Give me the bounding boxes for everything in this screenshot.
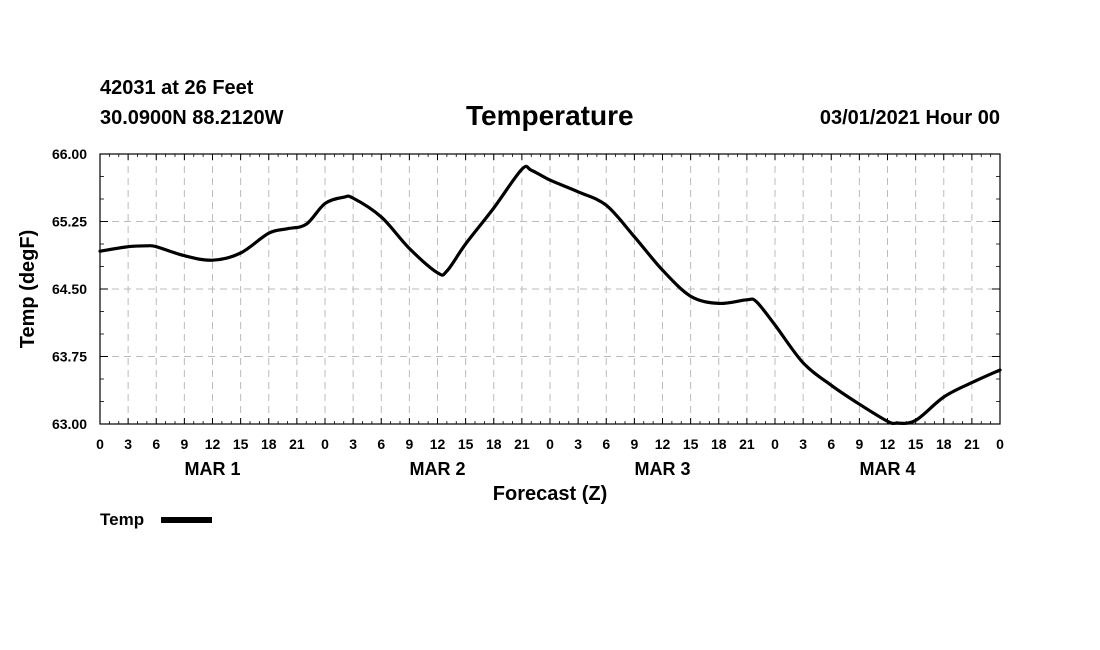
x-tick-label: 6: [602, 436, 610, 452]
y-tick-label: 65.25: [52, 214, 87, 230]
x-tick-label: 3: [124, 436, 132, 452]
y-tick-label: 63.75: [52, 349, 87, 365]
day-label: MAR 4: [859, 459, 915, 479]
chart-title: Temperature: [466, 100, 634, 131]
y-tick-label: 66.00: [52, 146, 87, 162]
station-label: 42031 at 26 Feet: [100, 77, 254, 99]
x-tick-label: 18: [261, 436, 277, 452]
legend-label-temp: Temp: [100, 510, 144, 529]
y-tick-label: 64.50: [52, 281, 87, 297]
y-tick-label: 63.00: [52, 416, 87, 432]
x-tick-label: 0: [771, 436, 779, 452]
x-tick-label: 15: [458, 436, 474, 452]
x-tick-label: 9: [405, 436, 413, 452]
x-tick-label: 15: [233, 436, 249, 452]
x-axis-label: Forecast (Z): [493, 483, 607, 505]
x-tick-label: 0: [321, 436, 329, 452]
coordinates-label: 30.0900N 88.2120W: [100, 107, 284, 129]
x-tick-label: 21: [289, 436, 305, 452]
x-tick-label: 12: [880, 436, 896, 452]
x-tick-label: 12: [430, 436, 446, 452]
x-tick-label: 21: [964, 436, 980, 452]
x-tick-label: 12: [655, 436, 671, 452]
day-label: MAR 2: [409, 459, 465, 479]
x-tick-label: 18: [486, 436, 502, 452]
x-tick-label: 18: [711, 436, 727, 452]
x-tick-label: 15: [683, 436, 699, 452]
x-tick-label: 3: [349, 436, 357, 452]
x-tick-label: 12: [205, 436, 221, 452]
day-label: MAR 1: [184, 459, 240, 479]
x-tick-label: 9: [180, 436, 188, 452]
x-tick-label: 3: [799, 436, 807, 452]
x-tick-label: 6: [827, 436, 835, 452]
x-tick-label: 21: [514, 436, 530, 452]
axis-labels: 0 3 6 9 12 15 18 21 0 3 6 9 12 15 18 21 0 3 6 9 12 15 18 21 0 3 6 9…: [52, 146, 1004, 479]
x-tick-label: 0: [96, 436, 104, 452]
day-label: MAR 3: [634, 459, 690, 479]
x-tick-label: 0: [996, 436, 1004, 452]
x-tick-label: 9: [855, 436, 863, 452]
x-tick-label: 0: [546, 436, 554, 452]
x-tick-label: 9: [630, 436, 638, 452]
grid-lines: [100, 154, 1000, 424]
x-tick-label: 15: [908, 436, 924, 452]
series-layer: [98, 164, 1002, 426]
legend: Temp: [100, 510, 212, 529]
x-tick-label: 6: [377, 436, 385, 452]
x-tick-label: 3: [574, 436, 582, 452]
x-tick-label: 18: [936, 436, 952, 452]
axis-ticks: [99, 153, 1001, 425]
x-tick-label: 21: [739, 436, 755, 452]
y-axis-label: Temp (degF): [17, 230, 39, 349]
series-line-temp: [98, 164, 1002, 426]
date-hour-label: 03/01/2021 Hour 00: [819, 107, 1000, 129]
x-tick-label: 6: [152, 436, 160, 452]
